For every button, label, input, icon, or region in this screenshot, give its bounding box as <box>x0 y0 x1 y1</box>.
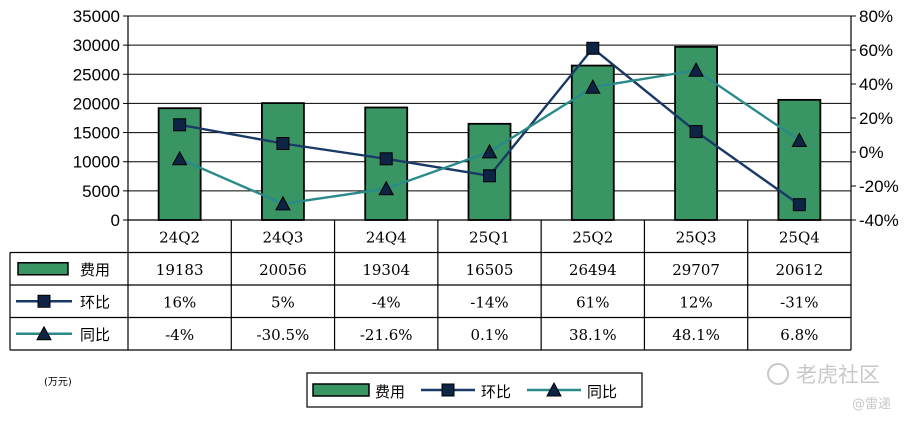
data-label: -31% <box>780 293 818 311</box>
data-label: 12% <box>679 293 712 311</box>
left-tick-label: 35000 <box>73 7 120 26</box>
triangle-marker-icon <box>791 132 808 147</box>
data-label: 61% <box>576 293 609 311</box>
data-label: -14% <box>470 293 508 311</box>
square-marker-icon <box>586 41 600 55</box>
legend: 费用 环比 同比 <box>306 372 643 408</box>
watermark-logo-icon <box>767 363 789 385</box>
triangle-marker-icon <box>546 381 562 397</box>
legend-label: 环比 <box>481 383 511 401</box>
category-label: 25Q3 <box>676 228 717 246</box>
right-tick-label: 80% <box>859 7 893 26</box>
category-label: 24Q4 <box>366 228 407 246</box>
legend-label: 费用 <box>375 383 405 401</box>
series-name: 同比 <box>80 326 110 344</box>
square-marker-icon <box>379 152 393 166</box>
right-tick-label: 60% <box>859 41 893 60</box>
watermark-handle: @雷递 <box>852 397 891 412</box>
series-name: 环比 <box>80 293 110 311</box>
data-label: 0.1% <box>470 326 508 344</box>
square-marker-icon <box>276 137 290 150</box>
category-label: 25Q4 <box>779 228 820 246</box>
data-label: 5% <box>271 293 295 311</box>
left-tick-label: 0 <box>111 211 120 230</box>
triangle-marker-icon <box>171 150 188 166</box>
data-label: 29707 <box>672 261 720 279</box>
left-tick-label: 25000 <box>73 65 120 84</box>
right-tick-label: -20% <box>859 177 899 196</box>
triangle-marker-icon <box>584 79 601 94</box>
data-label: 20612 <box>775 261 823 279</box>
square-marker-icon <box>689 125 703 139</box>
data-label: 19183 <box>156 261 204 279</box>
series-name: 费用 <box>80 261 110 279</box>
data-label: 16505 <box>466 261 514 279</box>
right-tick-label: 0% <box>859 143 884 162</box>
data-label: -4% <box>165 326 194 344</box>
left-tick-label: 5000 <box>82 182 120 201</box>
category-label: 25Q1 <box>469 228 510 246</box>
watermark-brand: 老虎社区 <box>796 363 880 387</box>
square-marker-icon <box>37 294 51 308</box>
data-label: -4% <box>372 293 401 311</box>
right-tick-label: 40% <box>859 75 893 94</box>
left-tick-label: 20000 <box>73 94 120 113</box>
data-label: -30.5% <box>257 326 310 344</box>
right-tick-label: 20% <box>859 109 893 128</box>
data-label: 26494 <box>569 261 617 279</box>
triangle-marker-icon <box>378 180 395 196</box>
left-tick-label: 15000 <box>73 124 120 143</box>
category-label: 25Q2 <box>572 228 613 246</box>
data-label: 16% <box>163 293 196 311</box>
data-label: 19304 <box>362 261 410 279</box>
category-label: 24Q3 <box>262 228 303 246</box>
square-marker-icon <box>792 198 806 212</box>
triangle-marker-icon <box>36 325 52 341</box>
line-series <box>171 41 808 212</box>
triangle-marker-icon <box>688 62 704 77</box>
legend-swatch <box>312 383 370 397</box>
triangle-marker-icon <box>275 195 291 211</box>
data-label: -21.6% <box>360 326 413 344</box>
right-tick-label: -40% <box>859 211 899 230</box>
square-marker-icon <box>483 169 496 183</box>
unit-label: (万元) <box>44 377 72 388</box>
row-key-swatch <box>17 262 69 276</box>
legend-label: 同比 <box>587 383 617 401</box>
data-label: 48.1% <box>672 326 720 344</box>
data-label: 6.8% <box>780 326 818 344</box>
watermark: 老虎社区 @雷递 <box>767 363 891 412</box>
category-label: 24Q2 <box>159 228 200 246</box>
square-marker-icon <box>173 118 187 132</box>
left-tick-label: 10000 <box>73 153 120 172</box>
axes: 0 5000 10000 15000 20000 25000 30000 35000 -40% -… <box>73 7 899 230</box>
data-label: 38.1% <box>569 326 617 344</box>
triangle-marker-icon <box>481 143 498 159</box>
data-label: 20056 <box>259 261 307 279</box>
square-marker-icon <box>441 383 455 397</box>
left-tick-label: 30000 <box>73 36 120 55</box>
data-table: 24Q2 24Q3 24Q4 25Q1 25Q2 25Q3 25Q4 费用 19183 20056… <box>9 219 852 351</box>
